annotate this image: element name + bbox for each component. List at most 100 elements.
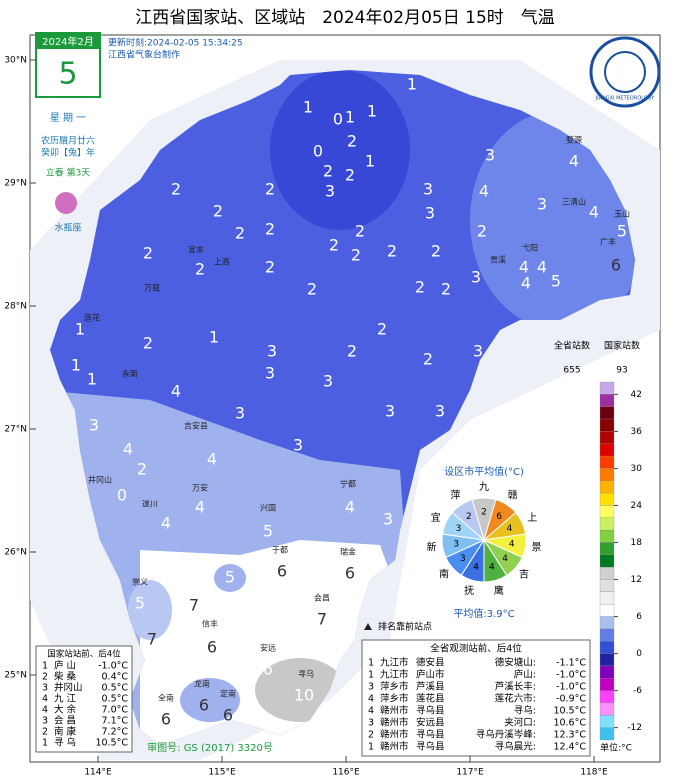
left-temp: 0.5°C bbox=[102, 683, 129, 694]
place-name: 井冈山 bbox=[88, 475, 112, 485]
station-value: 4 bbox=[519, 258, 529, 277]
right-temp: -0.9°C bbox=[556, 694, 586, 705]
station-value: 4 bbox=[207, 450, 217, 469]
left-station: 会 昌 bbox=[54, 715, 76, 727]
left-station: 南 康 bbox=[54, 726, 77, 738]
colorbar-segment bbox=[599, 678, 615, 691]
place-name: 瑞金 bbox=[340, 547, 356, 557]
pie-label: 上 bbox=[527, 512, 537, 524]
left-rank: 1 bbox=[42, 738, 48, 749]
colorbar-tick-label: 0 bbox=[636, 649, 642, 659]
station-value: 3 bbox=[485, 146, 495, 165]
colorbar-segment bbox=[599, 480, 615, 494]
station-value: 5 bbox=[263, 522, 273, 541]
colorbar-header-nat: 国家站数 bbox=[604, 340, 640, 352]
right-station: 莲花六市: bbox=[495, 693, 536, 705]
right-county: 莲花县 bbox=[416, 693, 445, 705]
pie-label: 景 bbox=[531, 542, 541, 554]
colorbar-tick-label: -12 bbox=[627, 723, 642, 733]
solar-term: 立春 第3天 bbox=[46, 167, 91, 179]
station-value: 3 bbox=[537, 195, 547, 214]
left-rank: 4 bbox=[42, 705, 48, 716]
colorbar-tick-label: 24 bbox=[631, 501, 643, 511]
left-temp: 10.5°C bbox=[95, 738, 128, 749]
right-station: 芦溪长丰: bbox=[495, 681, 536, 693]
colorbar-segment bbox=[599, 690, 615, 704]
date-day: 5 bbox=[58, 57, 77, 92]
colorbar: 42 36 30 24 18 12 6 0 -6 -12 bbox=[599, 381, 643, 741]
left-rank: 4 bbox=[42, 694, 48, 705]
station-value: 6 bbox=[611, 256, 621, 275]
colorbar-segment bbox=[599, 492, 615, 506]
lat-label: 30°N bbox=[4, 56, 27, 66]
right-rank: 4 bbox=[368, 706, 374, 717]
place-name: 会昌 bbox=[314, 593, 330, 603]
place-name: 广丰 bbox=[600, 237, 616, 247]
left-table-box bbox=[35, 645, 133, 753]
station-value: 1 bbox=[365, 152, 375, 171]
pie-label: 抚 bbox=[464, 585, 474, 597]
station-value: 3 bbox=[265, 364, 275, 383]
station-value: 3 bbox=[471, 268, 481, 287]
colorbar-tick-label: -6 bbox=[633, 686, 642, 696]
left-temp: 0.5°C bbox=[102, 694, 129, 705]
place-name: 全南 bbox=[158, 693, 174, 703]
zone-5-patch bbox=[214, 564, 246, 592]
left-rank: 2 bbox=[42, 672, 48, 683]
station-value: 1 bbox=[345, 108, 355, 127]
station-value: 2 bbox=[235, 224, 245, 243]
left-station: 寻 乌 bbox=[54, 737, 76, 749]
station-value: 2 bbox=[329, 236, 339, 255]
station-value: 2 bbox=[415, 278, 425, 297]
right-city: 赣州市 bbox=[380, 741, 409, 753]
station-value: 5 bbox=[551, 272, 561, 291]
right-county: 寻乌县 bbox=[416, 705, 445, 717]
station-value: 4 bbox=[195, 498, 205, 517]
right-temp: 12.3°C bbox=[553, 730, 586, 741]
station-value: 4 bbox=[161, 514, 171, 533]
ganzhi: 癸卯【兔】年 bbox=[41, 147, 95, 159]
colorbar-segment bbox=[599, 702, 615, 716]
place-name: 寻乌 bbox=[298, 669, 314, 679]
right-station: 夹河口: bbox=[504, 717, 536, 729]
station-value: 2 bbox=[351, 246, 361, 265]
zone-5-patch bbox=[128, 580, 172, 640]
pie-label: 萍 bbox=[450, 489, 460, 501]
logo-text: JIANGXI METEOROLOGY bbox=[595, 96, 656, 102]
lon-label: 117°E bbox=[456, 768, 484, 778]
right-station: 寻乌晨光: bbox=[495, 741, 536, 753]
right-rank: 1 bbox=[368, 658, 374, 669]
left-rank: 3 bbox=[42, 683, 48, 694]
station-value: 3 bbox=[323, 372, 333, 391]
zodiac-icon bbox=[55, 192, 77, 214]
pie-value: 4 bbox=[489, 562, 495, 572]
pie-label: 九 bbox=[479, 481, 489, 493]
station-value: 3 bbox=[293, 436, 303, 455]
colorbar-segment bbox=[599, 394, 615, 407]
right-city: 九江市 bbox=[380, 657, 409, 669]
right-temp: 10.6°C bbox=[553, 718, 586, 729]
right-county: 寻乌县 bbox=[416, 741, 445, 753]
place-name: 弋阳 bbox=[522, 243, 538, 253]
update-time: 更新时刻:2024-02-05 15:34:25 bbox=[108, 37, 243, 49]
left-temp: 7.0°C bbox=[102, 705, 129, 716]
right-rank: 2 bbox=[368, 730, 374, 741]
date-card-band bbox=[36, 33, 100, 49]
colorbar-tick-label: 18 bbox=[631, 538, 643, 548]
left-table-title: 国家站站前、后4位 bbox=[47, 649, 121, 660]
pie-label: 赣 bbox=[508, 488, 518, 501]
station-value: 4 bbox=[123, 440, 133, 459]
logo-inner bbox=[604, 51, 646, 93]
colorbar-segment bbox=[599, 406, 615, 420]
right-city: 萍乡市 bbox=[380, 681, 409, 693]
right-city: 九江市 bbox=[380, 669, 409, 681]
pie-value: 2 bbox=[466, 512, 472, 522]
right-temp: -1.0°C bbox=[556, 670, 586, 681]
left-station: 庐 山 bbox=[54, 660, 76, 672]
pie: 2 九 6 赣 4 上 4 景 4 吉 4 鹰 4 抚 3 南 3 新 3 宜 2 萍 bbox=[427, 481, 542, 597]
colorbar-header-all: 全省站数 bbox=[554, 340, 590, 352]
lat-label: 29°N bbox=[4, 179, 27, 189]
legend-triangle bbox=[364, 623, 372, 630]
lon-label: 118°E bbox=[580, 768, 608, 778]
